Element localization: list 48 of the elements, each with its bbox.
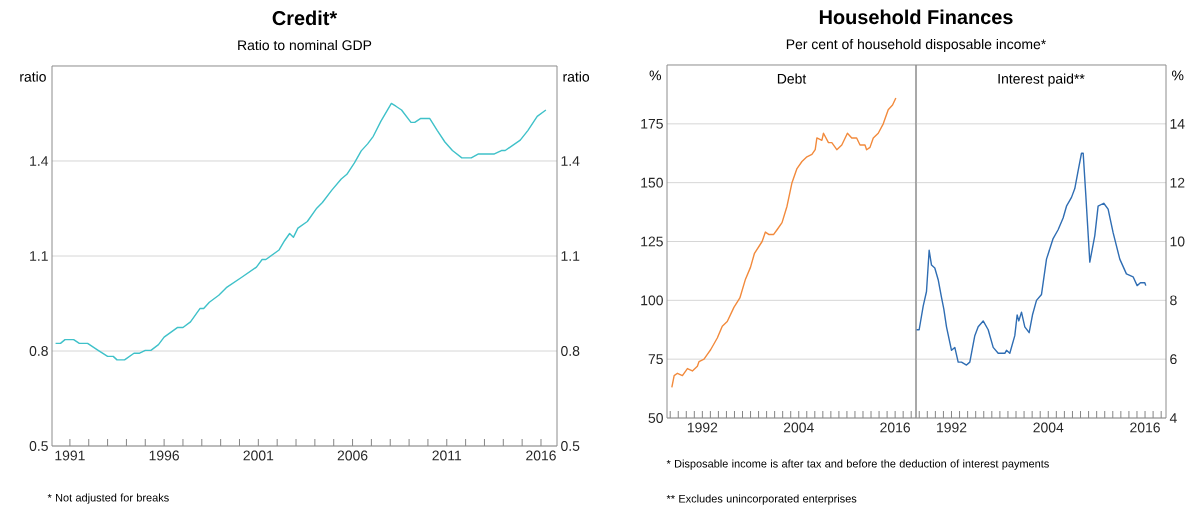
y2-tick-label: 0.5 xyxy=(561,441,580,451)
y-tick-label: 12 xyxy=(1170,177,1185,188)
y-tick-label: 150 xyxy=(641,177,663,188)
annotation: Debt xyxy=(777,73,807,84)
y-tick-label: 50 xyxy=(648,413,663,423)
x-tick-label: 2004 xyxy=(783,422,814,433)
x-tick-label: 1992 xyxy=(687,422,718,433)
y-tick-label: 14 xyxy=(1170,119,1185,129)
y-tick-label: 125 xyxy=(641,236,663,247)
y2-tick-label: 1.4 xyxy=(561,156,580,166)
x-tick-label: 2016 xyxy=(1130,422,1160,433)
y2-tick-label: 1.1 xyxy=(561,251,580,261)
y-tick-label: 0.5 xyxy=(29,441,48,451)
y-axis-title: % xyxy=(649,70,661,81)
y-tick-label: 6 xyxy=(1170,354,1177,365)
text: ** Excludes unincorporated enterprises xyxy=(666,494,857,505)
text: * Not adjusted for breaks xyxy=(47,493,169,504)
y-tick-label: 0.8 xyxy=(29,346,48,356)
y-tick-label: 10 xyxy=(1170,236,1185,247)
y-axis-title: % xyxy=(1172,70,1184,81)
y-tick-label: 4 xyxy=(1169,413,1177,423)
y-tick-label: 8 xyxy=(1170,295,1177,306)
y2-tick-label: 0.8 xyxy=(561,346,580,356)
x-tick-label: 2016 xyxy=(880,422,911,433)
y-tick-label: 175 xyxy=(641,118,663,129)
text: Interest paid** xyxy=(998,73,1085,87)
x-tick-label: 1991 xyxy=(55,450,85,461)
x-tick-label: 2006 xyxy=(337,450,368,461)
chart-title: Credit* xyxy=(272,10,338,26)
x-tick-label: 2011 xyxy=(432,450,462,461)
y-tick-label: 75 xyxy=(648,354,663,365)
x-tick-label: 2001 xyxy=(243,450,274,461)
chart-subtitle: Per cent of household disposable income* xyxy=(786,38,1047,52)
y-tick-label: 1.4 xyxy=(30,156,49,166)
y-tick-label: 100 xyxy=(641,295,663,306)
x-tick-label: 1992 xyxy=(937,422,967,433)
line-series xyxy=(671,97,897,389)
line-series xyxy=(54,102,547,361)
line-series xyxy=(915,152,1147,366)
y-axis-title: ratio xyxy=(20,71,46,82)
y-tick-label: 1.1 xyxy=(30,251,48,261)
x-tick-label: 1996 xyxy=(149,450,180,461)
x-tick-label: 2016 xyxy=(526,450,556,461)
x-tick-label: 2004 xyxy=(1033,422,1064,433)
y2-axis-title: ratio xyxy=(563,71,590,82)
text: * Disposable income is after tax and before the deduction of interest payments xyxy=(666,459,1049,470)
chart-subtitle: Ratio to nominal GDP xyxy=(238,39,372,51)
chart-title: Household Finances xyxy=(819,9,1013,25)
